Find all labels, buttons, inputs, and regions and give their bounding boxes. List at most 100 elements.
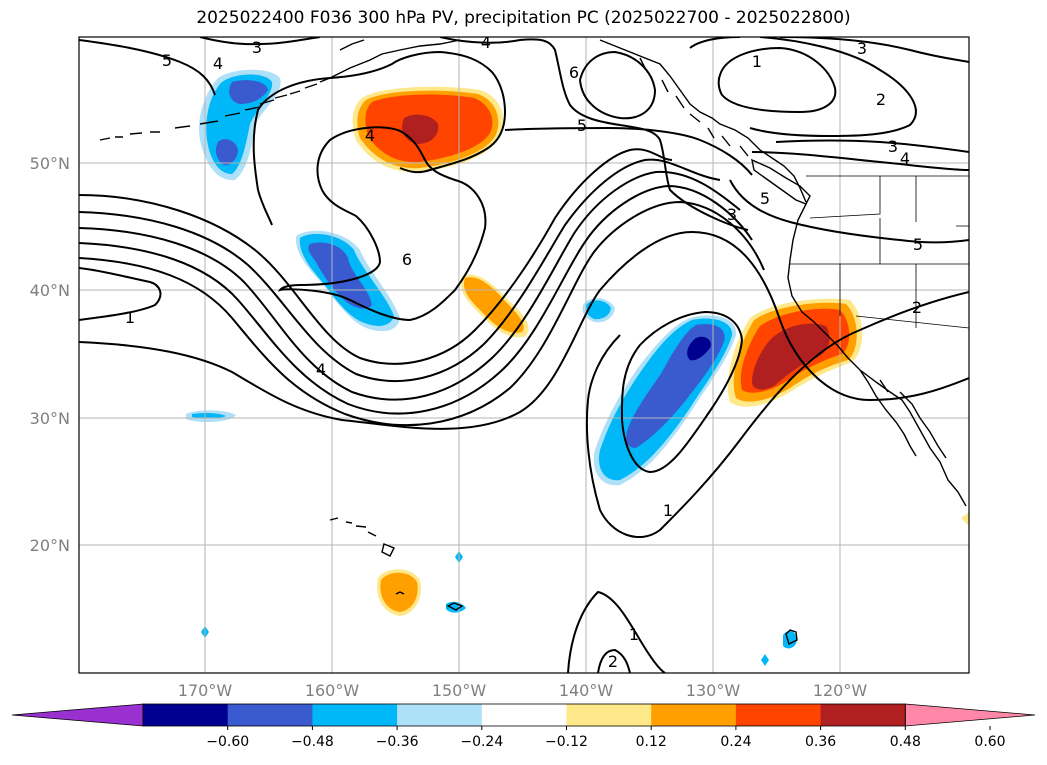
- precip-negative-area: [229, 80, 268, 104]
- contour-labels: 3 4 5 4 3 6 5 4 1 2 3 4 5 6 5 1 4 2 3 1 …: [125, 33, 923, 671]
- us-west-coast: [787, 203, 967, 507]
- pv-contour: [252, 50, 507, 191]
- pv-contour: [79, 267, 162, 321]
- lat-label: 20°N: [30, 536, 70, 555]
- pv-contour: [79, 39, 216, 96]
- contour-label: 3: [888, 137, 898, 156]
- pv-contour: [585, 291, 969, 539]
- lon-label: 130°W: [686, 681, 741, 700]
- colorbar-tick-label: −0.48: [291, 734, 334, 750]
- contour-label: 1: [629, 625, 639, 644]
- precip-positive-area: [463, 277, 524, 333]
- gulf-of-california: [899, 391, 947, 459]
- pv-contour: [79, 230, 969, 430]
- pv-contour: [567, 590, 666, 673]
- contour-label: 3: [252, 38, 262, 57]
- island: [446, 602, 464, 611]
- pv-contour: [775, 139, 969, 153]
- precip-negative-area: [215, 139, 238, 166]
- precip-negative-area: [761, 654, 769, 666]
- coastlines: [99, 39, 967, 645]
- colorbar-tick-label: 0.36: [805, 734, 836, 750]
- lon-label: 140°W: [559, 681, 614, 700]
- precip-negative-area: [687, 336, 711, 361]
- state-borders: [790, 176, 969, 329]
- colorbar-segment: [735, 704, 822, 726]
- pv-contour: [79, 158, 721, 382]
- contour-label: 5: [760, 189, 770, 208]
- colorbar-tick-label: 0.24: [720, 734, 751, 750]
- precip-negative-area: [308, 242, 372, 309]
- colorbar-tick-label: 0.60: [974, 734, 1005, 750]
- pv-contour: [277, 126, 487, 322]
- lon-label: 170°W: [178, 681, 233, 700]
- colorbar-segment: [651, 704, 737, 726]
- precipitation-shading: [186, 69, 969, 666]
- pv-contour: [79, 200, 765, 427]
- lon-label: 150°W: [432, 681, 487, 700]
- map-title: 2025022400 F036 300 hPa PV, precipitatio…: [196, 8, 851, 28]
- contour-label: 4: [213, 54, 223, 73]
- contour-label: 1: [752, 52, 762, 71]
- pv-contour: [199, 37, 321, 46]
- colorbar-tick-label: −0.60: [206, 734, 249, 750]
- pv-contour: [717, 46, 837, 114]
- island: [785, 629, 798, 645]
- pv-contours: [79, 37, 969, 673]
- pv-contour: [79, 148, 673, 365]
- colorbar-extend-min: [11, 703, 144, 727]
- precip-positive-area: [961, 512, 969, 526]
- colorbar-segment: [312, 704, 398, 726]
- colorbar-tick-label: −0.24: [460, 734, 503, 750]
- colorbar-outline: [142, 703, 906, 727]
- colorbar-segment: [481, 704, 567, 726]
- pv-contour: [620, 310, 744, 474]
- contour-label: 1: [663, 501, 673, 520]
- colorbar-segment: [143, 704, 229, 726]
- contour-label: 4: [481, 33, 491, 52]
- contour-label: 6: [402, 250, 412, 269]
- colorbar: −0.60 −0.48 −0.36 −0.24 −0.12 0.12 0.24 0.36 0.4…: [11, 703, 1036, 750]
- contour-label: 5: [162, 51, 172, 70]
- pv-contour: [597, 648, 631, 673]
- pv-contour: [779, 37, 969, 63]
- map-frame: [78, 36, 970, 674]
- precip-negative-area: [192, 412, 226, 419]
- pv-contour: [79, 170, 741, 401]
- colorbar-extend-max: [904, 703, 1036, 727]
- colorbar-tick-label: 0.48: [890, 734, 921, 750]
- contour-label: 2: [608, 652, 618, 671]
- colorbar-segment: [566, 704, 652, 726]
- hawaiian-islands: [329, 517, 405, 595]
- lat-label: 50°N: [30, 154, 70, 173]
- colorbar-tick-label: −0.12: [545, 734, 588, 750]
- alaska-coast: [329, 39, 461, 79]
- precip-positive-area: [752, 323, 830, 390]
- contour-label: 3: [727, 205, 737, 224]
- longitude-labels: 170°W 160°W 150°W 140°W 130°W 120°W: [178, 681, 868, 700]
- colorbar-segment: [227, 704, 313, 726]
- colorbar-segment: [397, 704, 483, 726]
- colorbar-tick-label: 0.12: [636, 734, 667, 750]
- contour-label: 6: [569, 63, 579, 82]
- colorbar-tick-label: −0.36: [376, 734, 419, 750]
- lat-label: 40°N: [30, 281, 70, 300]
- graticule: [79, 37, 969, 673]
- pv-contour: [439, 37, 749, 231]
- contour-label: 2: [912, 298, 922, 317]
- lon-label: 160°W: [305, 681, 360, 700]
- pv-contour: [79, 184, 753, 415]
- contour-label: 5: [577, 116, 587, 135]
- contour-label: 4: [316, 360, 326, 379]
- baja-california: [859, 369, 917, 457]
- pv-contour: [257, 189, 273, 226]
- pv-contour: [578, 50, 657, 120]
- pv-contour: [751, 151, 969, 171]
- lat-label: 30°N: [30, 409, 70, 428]
- latitude-labels: 50°N 40°N 30°N 20°N: [30, 154, 70, 555]
- contour-label: 4: [365, 126, 375, 145]
- contour-label: 2: [876, 90, 886, 109]
- contour-label: 4: [900, 149, 910, 168]
- precip-positive-area: [401, 114, 439, 144]
